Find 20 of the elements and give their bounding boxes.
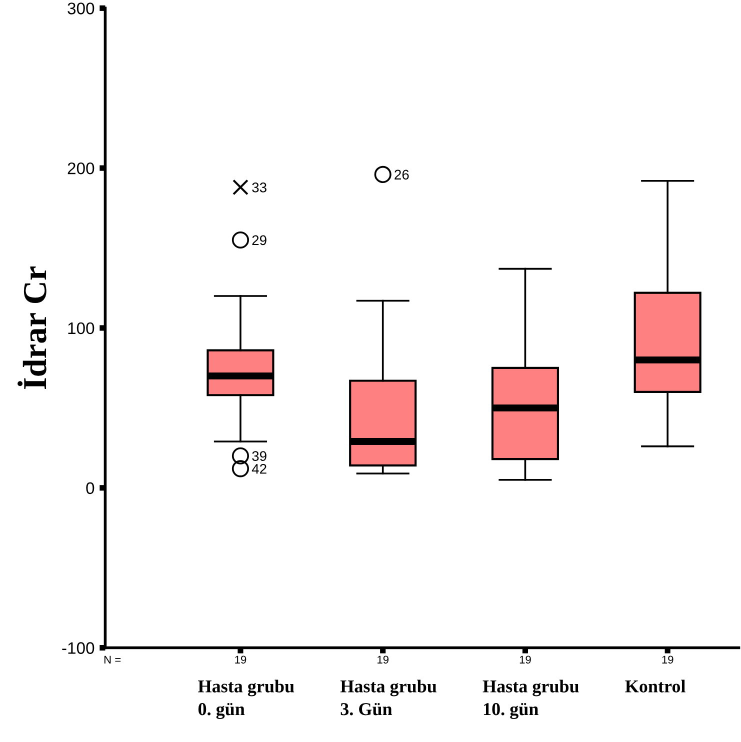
annotation: 33 <box>252 182 266 192</box>
text: 19 <box>520 656 531 664</box>
text: 19 <box>378 656 388 664</box>
y-tick-label: 0 <box>86 482 94 494</box>
text: N = <box>104 656 121 664</box>
x-tick-label: Kontrol <box>625 680 686 692</box>
annotation: 26 <box>394 170 409 180</box>
x-tick-label: Hasta grubu 10. gün <box>482 680 579 720</box>
x-tick-label: Hasta grubu 3. Gün <box>340 680 436 716</box>
y-axis-title: İdrar Cr <box>18 266 46 390</box>
x-tick-label: Hasta grubu 0. gün <box>198 680 294 720</box>
text: 19 <box>235 656 246 664</box>
annotation: 29 <box>252 235 266 246</box>
text: 19 <box>662 656 674 664</box>
y-tick-label: 200 <box>68 162 94 174</box>
y-tick-label: 300 <box>68 2 94 14</box>
annotation: 42 <box>252 464 266 474</box>
y-tick-label: -100 <box>62 642 94 654</box>
annotation: 39 <box>252 451 266 461</box>
y-tick-label: 100 <box>68 322 94 334</box>
